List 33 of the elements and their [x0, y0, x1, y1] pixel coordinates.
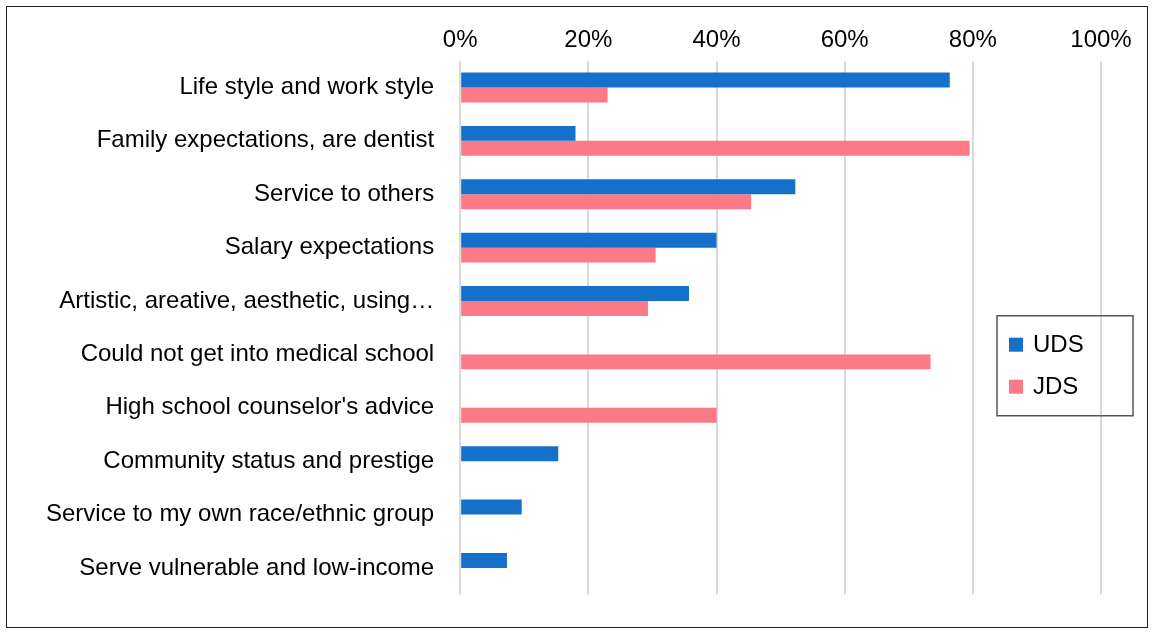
y-tick-label: Salary expectations — [224, 232, 435, 260]
x-tick-label: 20% — [564, 25, 613, 53]
bar — [461, 552, 507, 568]
bar — [461, 446, 559, 462]
legend-label: JDS — [1033, 372, 1079, 400]
bar — [461, 125, 576, 141]
y-tick-label: Service to others — [254, 178, 435, 206]
y-tick-label: Life style and work style — [179, 72, 435, 100]
x-tick-label: 0% — [442, 25, 478, 53]
bar — [461, 407, 717, 423]
x-tick-label: 80% — [948, 25, 997, 53]
y-tick-label: Service to my own race/ethnic group — [46, 499, 435, 527]
y-tick-label: High school counselor's advice — [105, 392, 435, 420]
x-tick-label: 60% — [820, 25, 869, 53]
bar — [461, 499, 522, 515]
bar — [461, 247, 656, 263]
bar — [461, 232, 717, 248]
legend-label: UDS — [1033, 330, 1084, 358]
bar — [461, 194, 752, 210]
y-tick-label: Artistic, areative, aesthetic, using… — [59, 285, 435, 313]
x-tick-label: 40% — [692, 25, 741, 53]
bar — [461, 87, 608, 103]
y-tick-label: Serve vulnerable and low-income — [79, 552, 435, 580]
x-tick-label: 100% — [1070, 25, 1132, 53]
y-tick-label: Could not get into medical school — [80, 339, 435, 367]
bar — [461, 301, 648, 316]
y-tick-label: Family expectations, are dentist — [96, 125, 435, 153]
bar — [461, 354, 931, 370]
bar — [461, 140, 970, 156]
bar — [461, 179, 796, 195]
y-tick-label: Community status and prestige — [103, 445, 435, 473]
bar — [461, 286, 689, 302]
bar — [461, 72, 950, 88]
